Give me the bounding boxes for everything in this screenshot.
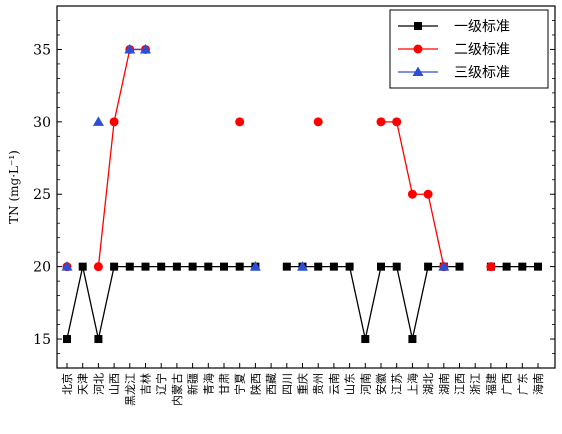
x-tick-label: 海南 (531, 373, 545, 395)
series-line (66, 265, 256, 340)
data-point (235, 262, 244, 271)
x-tick-label: 重庆 (296, 373, 310, 395)
x-tick-label: 湖北 (422, 373, 435, 395)
x-tick-label: 上海 (405, 373, 419, 395)
y-tick-label: 15 (33, 332, 51, 348)
data-point (93, 262, 103, 272)
data-point (408, 335, 417, 344)
x-tick-label: 西藏 (265, 373, 278, 395)
y-tick-label: 30 (33, 115, 51, 131)
data-point (438, 261, 450, 271)
x-tick-label: 安徽 (374, 373, 388, 395)
data-point (157, 262, 166, 271)
data-point (392, 262, 401, 271)
legend-marker (413, 44, 423, 54)
data-point (172, 262, 181, 271)
data-point (534, 262, 542, 271)
series-line (286, 265, 460, 340)
data-point (297, 261, 308, 271)
data-point (249, 261, 261, 271)
x-tick-label: 广西 (501, 373, 514, 395)
data-point (392, 117, 402, 127)
data-point (407, 189, 417, 199)
x-tick-label: 陕西 (248, 373, 262, 395)
data-point (313, 117, 323, 127)
x-tick-label: 甘肃 (218, 373, 231, 395)
x-tick-label: 浙江 (469, 373, 482, 395)
series-1 (63, 262, 542, 344)
data-point (63, 335, 71, 344)
legend-label: 一级标准 (454, 19, 510, 35)
data-point (423, 189, 433, 199)
x-tick-label: 江苏 (391, 373, 404, 395)
x-tick-label: 宁夏 (233, 373, 247, 395)
x-tick-label: 河南 (359, 373, 372, 395)
axis-labels: 15 20 25 30 35 北京 天津 河北 山西 黑龙江 吉林 辽宁 内蒙古 新疆 青海 甘肃 宁夏 陕西 西藏… (33, 42, 545, 406)
data-point (424, 262, 433, 271)
x-tick-label: 天津 (77, 373, 90, 395)
plot-frame (56, 5, 556, 369)
data-point (314, 262, 323, 271)
data-point (141, 262, 150, 271)
y-axis-label: TN (mg·L⁻¹) (7, 150, 21, 224)
x-tick-label: 吉林 (139, 373, 153, 395)
x-tick-label: 江西 (454, 373, 467, 395)
data-point (140, 43, 151, 54)
series-line (97, 48, 146, 267)
x-tick-label: 湖南 (438, 373, 451, 395)
x-tick-label: 内蒙古 (170, 373, 184, 406)
data-point (92, 116, 104, 126)
legend-label: 二级标准 (454, 42, 510, 58)
data-point (486, 262, 496, 272)
data-point (455, 262, 464, 271)
y-tick-label: 35 (33, 42, 51, 58)
x-tick-label: 山西 (108, 373, 121, 395)
x-tick-label: 辽宁 (154, 373, 168, 395)
data-point (377, 262, 385, 271)
data-point (376, 117, 386, 127)
x-tick-label: 四川 (281, 373, 294, 395)
data-point (125, 262, 134, 271)
data-point (78, 262, 87, 271)
x-tick-label: 山东 (344, 373, 357, 395)
data-point (361, 335, 370, 344)
x-tick-label: 贵州 (312, 373, 325, 395)
legend-label: 三级标准 (454, 65, 510, 81)
series-layer (61, 43, 542, 344)
y-tick-label: 25 (33, 187, 51, 203)
data-point (502, 262, 511, 271)
data-point (235, 117, 245, 127)
data-point (109, 117, 119, 127)
data-point (94, 335, 103, 344)
y-tick-label: 20 (33, 260, 51, 276)
data-point (61, 261, 73, 271)
data-point (110, 262, 119, 271)
data-point (124, 43, 136, 54)
x-tick-label: 广东 (516, 373, 529, 395)
data-point (518, 262, 527, 271)
x-tick-label: 福建 (484, 373, 498, 395)
x-tick-label: 青海 (201, 373, 215, 395)
x-tick-label: 北京 (60, 373, 74, 395)
series-3 (61, 43, 450, 271)
x-tick-label: 黑龙江 (124, 373, 137, 406)
x-tick-label: 河北 (92, 373, 105, 395)
data-point (282, 262, 291, 271)
legend-marker (414, 22, 422, 30)
legend-marker (412, 66, 424, 76)
data-point (345, 262, 354, 271)
x-tick-label: 云南 (328, 373, 341, 395)
data-point (204, 262, 213, 271)
data-point (329, 262, 338, 271)
data-point (188, 262, 197, 271)
data-point (220, 262, 228, 271)
x-tick-label: 新疆 (186, 373, 200, 395)
